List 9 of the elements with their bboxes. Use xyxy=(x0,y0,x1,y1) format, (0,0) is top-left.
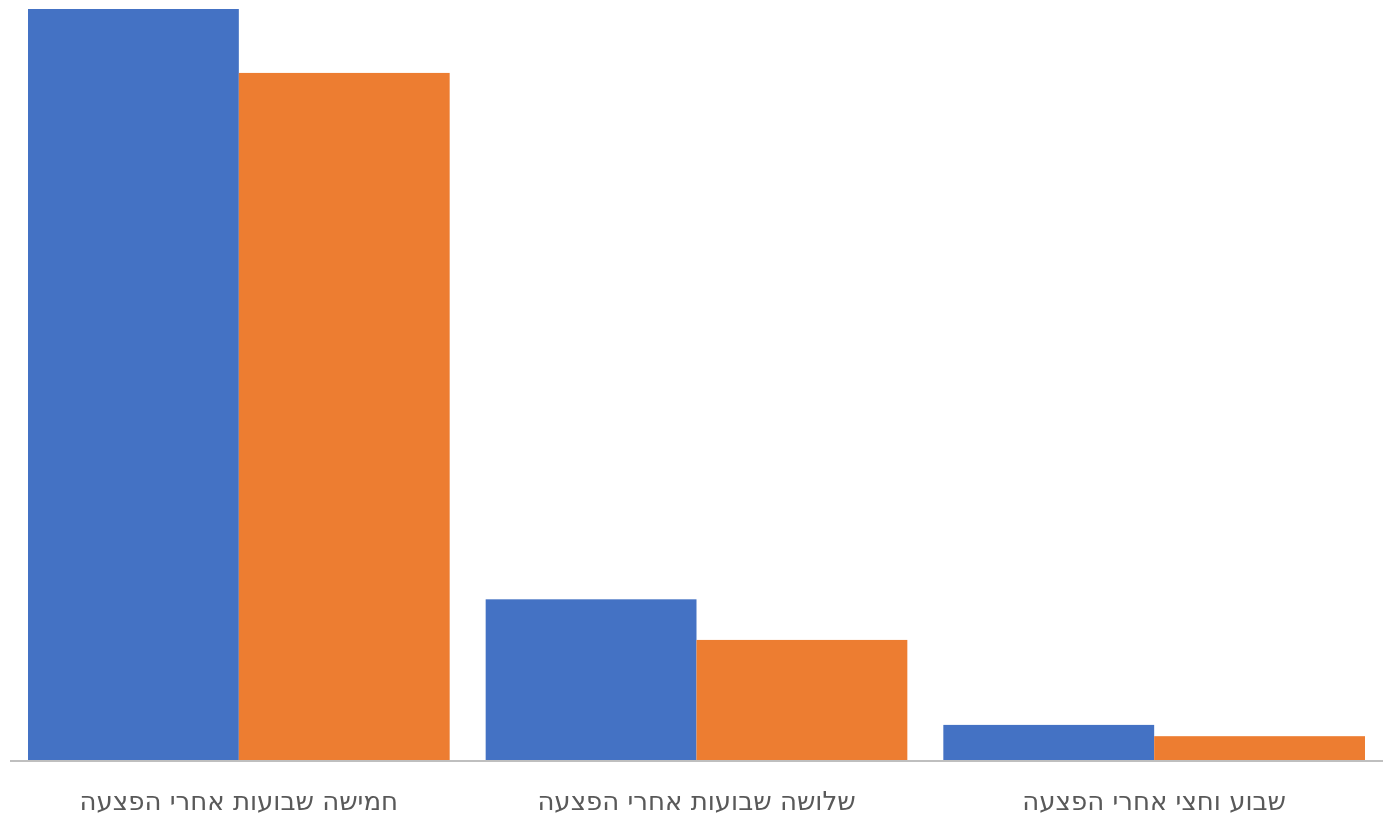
bar xyxy=(1154,736,1365,761)
bar xyxy=(238,72,450,761)
bar xyxy=(696,639,908,761)
bar xyxy=(485,599,697,761)
x-tick-label: חמישה שבועות אחרי הפצעה xyxy=(79,786,399,816)
x-tick-label: שלושה שבועות אחרי הפצעה xyxy=(537,786,856,816)
x-tick-label: שבוע וחצי אחרי הפצעה xyxy=(1022,786,1287,816)
bar xyxy=(943,724,1155,761)
bar xyxy=(28,9,239,761)
